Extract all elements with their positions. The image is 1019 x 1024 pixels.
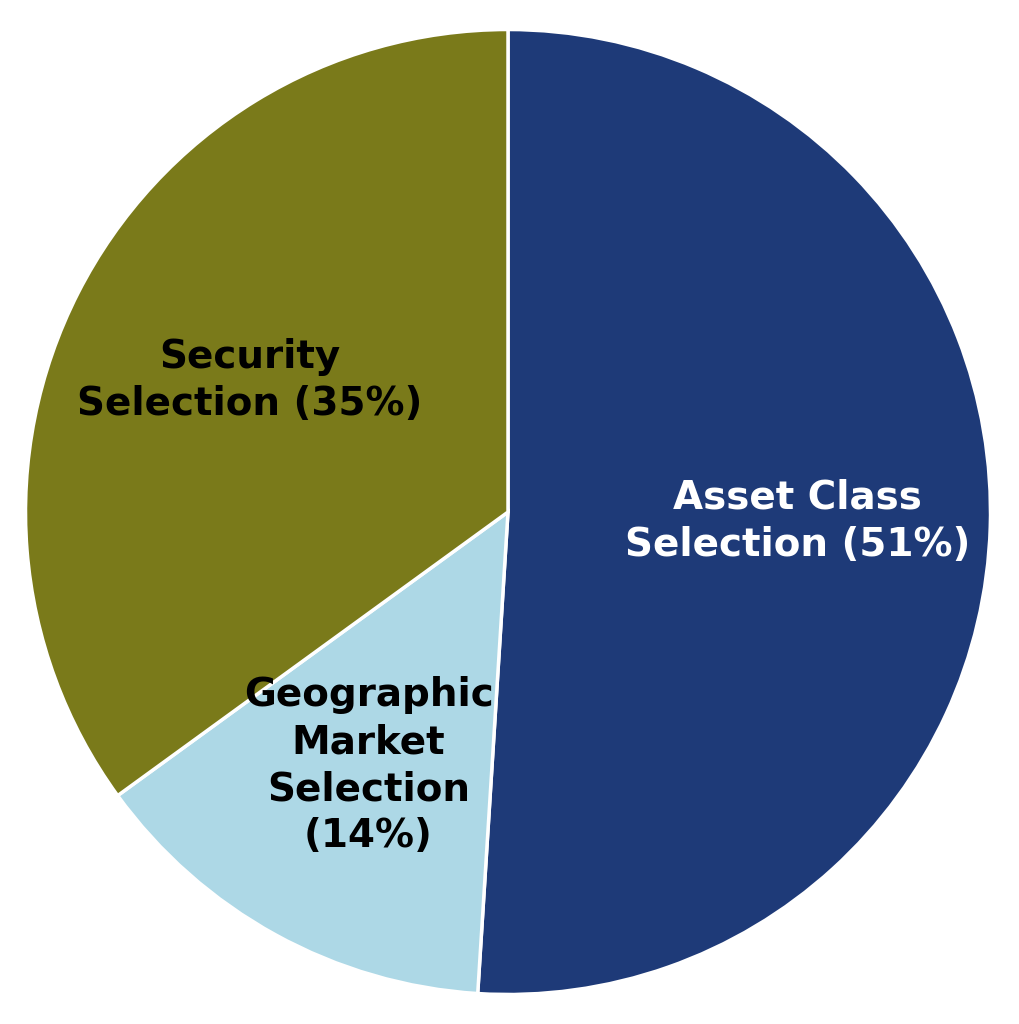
- Wedge shape: [25, 30, 508, 796]
- Text: Asset Class
Selection (51%): Asset Class Selection (51%): [625, 478, 970, 563]
- Text: Security
Selection (35%): Security Selection (35%): [77, 338, 423, 423]
- Text: Geographic
Market
Selection
(14%): Geographic Market Selection (14%): [244, 676, 493, 855]
- Wedge shape: [117, 512, 508, 993]
- Wedge shape: [478, 30, 990, 994]
